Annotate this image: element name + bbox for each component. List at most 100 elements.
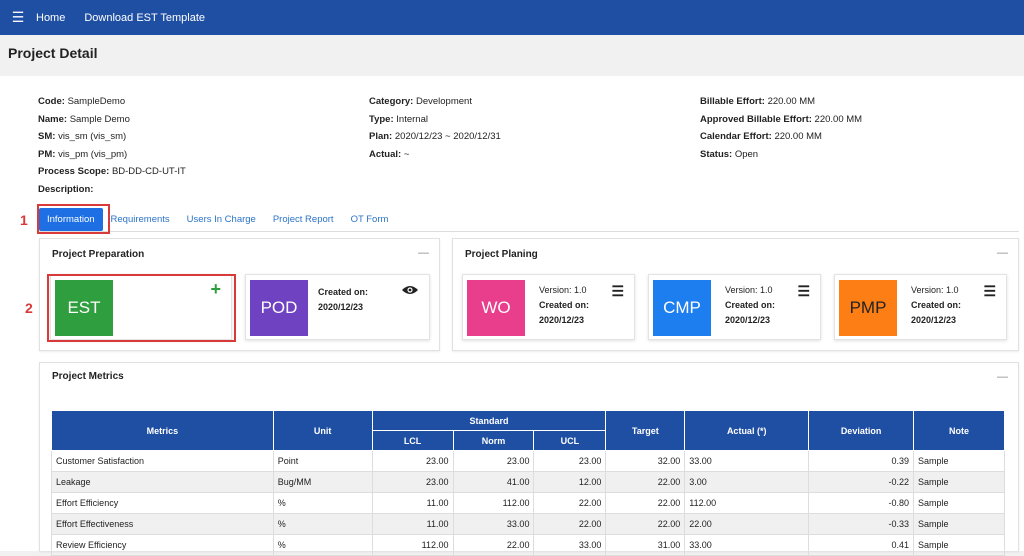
cmp-info: Version: 1.0 Created on: 2020/12/23 [725, 285, 776, 325]
plus-icon[interactable]: + [210, 279, 221, 299]
nav-home-link[interactable]: Home [36, 11, 66, 24]
pod-tile[interactable]: POD Created on: 2020/12/23 [245, 274, 430, 340]
cell-norm: 22.00 [452, 534, 535, 556]
cell-actual: 3.00 [684, 471, 810, 493]
tab-users-in-charge[interactable]: Users In Charge [186, 213, 256, 225]
cell-lcl: 11.00 [371, 492, 454, 514]
menu-icon[interactable]: ☰ [11, 9, 25, 25]
est-tile-highlight [47, 274, 236, 342]
cell-unit: Point [272, 450, 373, 472]
est-badge[interactable]: EST [55, 280, 113, 336]
cell-metric: Customer Satisfaction [51, 450, 274, 472]
project-metrics-title: Project Metrics [52, 371, 124, 382]
collapse-icon[interactable]: — [418, 247, 429, 259]
tab-ot-form[interactable]: OT Form [350, 213, 389, 225]
info-code: Code: SampleDemo [38, 96, 126, 107]
tab-information[interactable]: Information [39, 207, 103, 231]
pod-info: Created on: 2020/12/23 [318, 287, 369, 312]
info-approved-billable-effort: Approved Billable Effort: 220.00 MM [700, 113, 863, 125]
cell-norm: 23.00 [452, 450, 535, 472]
cell-target: 22.00 [605, 513, 686, 535]
cell-norm: 41.00 [452, 471, 535, 493]
cell-target: 32.00 [605, 450, 686, 472]
wo-badge[interactable]: WO [467, 280, 525, 336]
detail-tabs: Information Requirements Users In Charge… [39, 207, 1019, 232]
header-deviation: Deviation [808, 410, 915, 451]
cell-deviation: 0.41 [808, 534, 915, 556]
info-process-scope: Process Scope: BD-DD-CD-UT-IT [38, 166, 186, 178]
cell-unit: % [272, 513, 373, 535]
info-actual: Actual: ~ [369, 148, 410, 160]
page-title: Project Detail [8, 45, 98, 61]
collapse-icon[interactable]: — [997, 371, 1008, 383]
header-metrics: Metrics [51, 410, 274, 451]
header-note: Note [913, 410, 1005, 451]
table-row: Effort Efficiency% 11.00 112.00 22.00 22.00 1… [51, 492, 1005, 514]
cell-note: Sample [913, 450, 1005, 472]
cell-norm: 112.00 [452, 492, 535, 514]
cmp-badge[interactable]: CMP [653, 280, 711, 336]
eye-icon[interactable] [401, 283, 419, 299]
cell-lcl: 23.00 [371, 450, 454, 472]
cell-unit: % [272, 534, 373, 556]
cell-lcl: 112.00 [371, 534, 454, 556]
annotation-number-2: 2 [25, 300, 33, 316]
annotation-number-1: 1 [20, 212, 28, 228]
header-norm: Norm [452, 430, 535, 451]
est-tile[interactable]: EST + [50, 274, 232, 340]
list-icon[interactable]: ☰ [983, 283, 996, 299]
cell-target: 22.00 [605, 492, 686, 514]
tab-project-report[interactable]: Project Report [272, 213, 334, 225]
cell-lcl: 23.00 [371, 471, 454, 493]
cell-ucl: 22.00 [533, 513, 607, 535]
cell-target: 22.00 [605, 471, 686, 493]
pod-badge[interactable]: POD [250, 280, 308, 336]
cell-deviation: -0.22 [808, 471, 915, 493]
header-actual: Actual (*) [684, 410, 810, 451]
cell-note: Sample [913, 471, 1005, 493]
table-row: Review Efficiency% 112.00 22.00 33.00 31.00 3… [51, 534, 1005, 556]
info-category: Category: Development [369, 96, 472, 107]
info-description: Description: [38, 183, 94, 195]
table-row: Customer Satisfaction Point 23.00 23.00 23.0… [51, 450, 1005, 472]
info-column-3: Billable Effort: 220.00 MM Approved Bill… [700, 93, 862, 163]
pmp-badge[interactable]: PMP [839, 280, 897, 336]
cell-metric: Effort Efficiency [51, 492, 274, 514]
wo-info: Version: 1.0 Created on: 2020/12/23 [539, 285, 590, 325]
info-type: Type: Internal [369, 113, 428, 125]
info-pm: PM: vis_pm (vis_pm) [38, 148, 128, 160]
tab-requirements[interactable]: Requirements [110, 213, 170, 225]
cmp-tile[interactable]: CMP Version: 1.0 Created on: 2020/12/23 … [648, 274, 821, 340]
cell-note: Sample [913, 513, 1005, 535]
info-column-2: Category: Development Type: Internal Pla… [369, 93, 501, 163]
cell-deviation: -0.33 [808, 513, 915, 535]
cell-note: Sample [913, 534, 1005, 556]
project-preparation-title: Project Preparation [52, 249, 145, 260]
top-navbar: ☰ Home Download EST Template [0, 0, 1024, 35]
table-row: Effort Effectiveness% 11.00 33.00 22.00 22.0… [51, 513, 1005, 535]
information-tab-highlight [37, 204, 110, 234]
cell-metric: Review Efficiency [51, 534, 274, 556]
list-icon[interactable]: ☰ [797, 283, 810, 299]
nav-download-est-template-link[interactable]: Download EST Template [84, 11, 206, 24]
metrics-table: Metrics Unit Standard Target Actual (*) … [51, 410, 1005, 556]
header-target: Target [605, 410, 686, 451]
cell-deviation: -0.80 [808, 492, 915, 514]
wo-tile[interactable]: WO Version: 1.0 Created on: 2020/12/23 ☰ [462, 274, 635, 340]
collapse-icon[interactable]: — [997, 247, 1008, 259]
pmp-tile[interactable]: PMP Version: 1.0 Created on: 2020/12/23 … [834, 274, 1007, 340]
cell-ucl: 12.00 [533, 471, 607, 493]
cell-note: Sample [913, 492, 1005, 514]
pmp-info: Version: 1.0 Created on: 2020/12/23 [911, 285, 962, 325]
info-billable-effort: Billable Effort: 220.00 MM [700, 96, 816, 107]
table-row: Leakage Bug/MM 23.00 41.00 12.00 22.00 3.00 -0.… [51, 471, 1005, 493]
project-planing-title: Project Planing [465, 249, 538, 260]
list-icon[interactable]: ☰ [611, 283, 624, 299]
cell-ucl: 22.00 [533, 492, 607, 514]
cell-ucl: 33.00 [533, 534, 607, 556]
cell-actual: 33.00 [684, 450, 810, 472]
header-unit: Unit [272, 410, 373, 451]
cell-metric: Leakage [51, 471, 274, 493]
cell-deviation: 0.39 [808, 450, 915, 472]
cell-unit: Bug/MM [272, 471, 373, 493]
